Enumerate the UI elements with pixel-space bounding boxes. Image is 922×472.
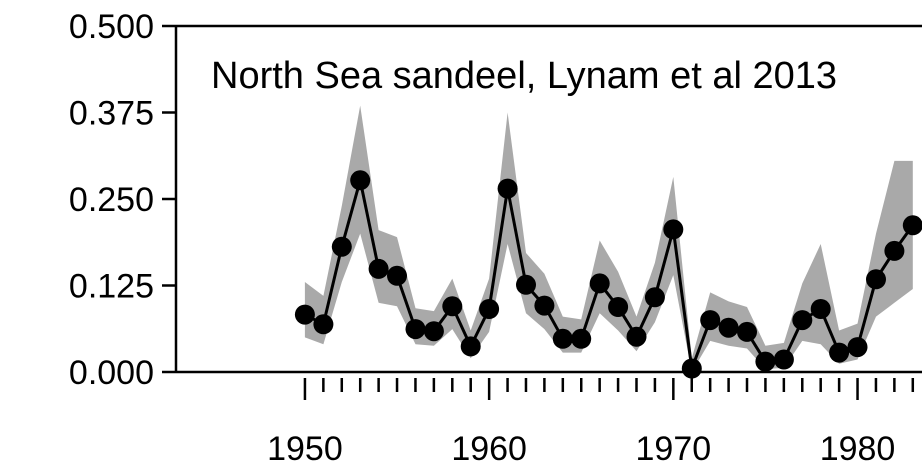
data-point-1951	[313, 314, 334, 335]
data-point-1979	[829, 342, 850, 363]
data-point-1981	[866, 269, 886, 290]
data-point-1958	[442, 296, 463, 317]
x-tick-label-1980: 1980	[820, 430, 896, 468]
data-point-1969	[644, 287, 665, 308]
y-tick-label-0.500: 0.500	[69, 8, 154, 46]
data-point-1977	[792, 310, 813, 331]
data-point-1963	[534, 295, 555, 316]
data-point-1966	[589, 273, 610, 294]
data-point-1973	[718, 317, 739, 338]
data-point-1972	[700, 310, 721, 331]
data-point-1953	[350, 170, 371, 191]
data-point-1952	[331, 236, 352, 257]
axes-layer: 0.000 0.125 0.250 0.375 0.500 1950 1960 1970 198…	[69, 8, 922, 468]
y-tick-label-0.000: 0.000	[69, 354, 154, 392]
data-point-1967	[608, 297, 629, 317]
y-tick-label-0.250: 0.250	[69, 181, 154, 219]
data-point-1970	[663, 219, 684, 240]
data-point-1980	[847, 337, 868, 358]
data-point-1976	[773, 349, 794, 370]
data-point-1978	[810, 299, 831, 319]
data-point-1957	[423, 321, 444, 342]
chart-annotation: North Sea sandeel, Lynam et al 2013	[211, 55, 837, 97]
y-tick-label-0.375: 0.375	[69, 95, 154, 133]
series-line	[304, 179, 915, 370]
confidence-band	[304, 105, 913, 372]
x-tick-label-1960: 1960	[451, 430, 527, 468]
data-point-1975	[755, 351, 776, 372]
data-point-1960	[479, 299, 500, 319]
data-point-1965	[571, 328, 592, 349]
data-point-1968	[626, 326, 647, 347]
x-tick-label-1970: 1970	[636, 430, 712, 468]
data-point-1971	[681, 358, 702, 379]
data-point-1962	[516, 274, 536, 295]
data-point-1961	[497, 178, 518, 199]
data-point-1954	[368, 258, 389, 279]
data-point-1964	[552, 328, 573, 349]
data-point-1983	[902, 215, 922, 236]
x-tick-label-1950: 1950	[267, 430, 343, 468]
series-line-layer	[304, 179, 915, 370]
y-tick-label-0.125: 0.125	[69, 268, 154, 306]
data-point-1950	[294, 304, 315, 325]
data-point-1959	[460, 336, 481, 357]
data-point-1955	[387, 265, 407, 286]
data-point-1982	[884, 240, 905, 261]
data-point-1956	[405, 319, 426, 340]
confidence-band-layer	[304, 105, 913, 372]
data-points-layer	[294, 170, 922, 379]
data-point-1974	[737, 321, 757, 342]
